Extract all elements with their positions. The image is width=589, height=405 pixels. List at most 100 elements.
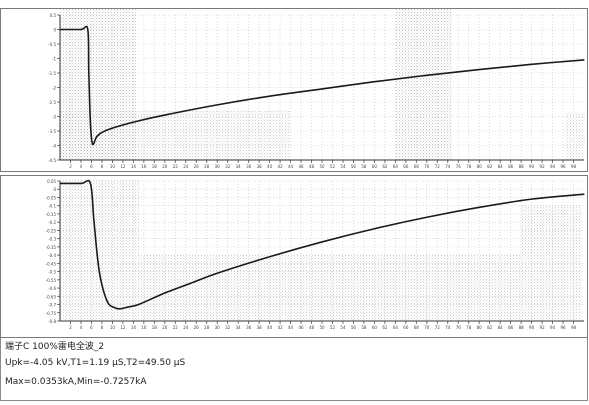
x-tick-label: 32: [225, 164, 231, 169]
x-tick-label: 64: [393, 164, 399, 169]
data-point: [80, 28, 82, 31]
y-tick-label: -0.1: [48, 204, 56, 209]
x-tick-label: 18: [152, 325, 158, 330]
y-tick-label: -0.65: [46, 294, 57, 299]
x-tick-label: 30: [215, 164, 221, 169]
x-tick-label: 50: [319, 325, 325, 330]
data-point: [531, 198, 533, 200]
y-tick-label: -0.35: [46, 245, 57, 250]
x-tick-label: 54: [340, 325, 346, 330]
x-tick-label: 96: [560, 325, 566, 330]
x-tick-label: 82: [487, 164, 493, 169]
x-tick-label: 54: [340, 164, 346, 169]
y-tick-label: -0.05: [46, 195, 57, 200]
x-tick-label: 12: [120, 325, 126, 330]
x-tick-label: 28: [204, 164, 210, 169]
top-chart-speckle: [60, 8, 585, 160]
data-point: [101, 131, 103, 134]
y-tick-label: -0.7: [48, 303, 56, 308]
data-point: [59, 28, 61, 31]
x-tick-label: 38: [257, 164, 263, 169]
x-tick-label: 68: [414, 164, 420, 169]
data-point: [216, 272, 218, 274]
x-tick-label: 22: [173, 164, 179, 169]
y-tick-label: 0.05: [47, 179, 56, 184]
waveform-charts: 0.50-0.5-1-1.5-2-2.5-3-3.5-4-4.52 4 6 8 10 12…: [0, 8, 588, 338]
x-tick-label: 42: [278, 164, 284, 169]
x-tick-label: 42: [278, 325, 284, 330]
waveform-title: 端子C 100%雷电全波_2: [5, 342, 105, 352]
x-tick-label: 94: [550, 164, 556, 169]
y-tick-label: -0.3: [48, 237, 56, 242]
x-tick-label: 26: [194, 164, 200, 169]
x-tick-label: 10: [110, 325, 116, 330]
x-tick-label: 84: [498, 325, 504, 330]
x-tick-label: 60: [372, 164, 378, 169]
data-point: [164, 114, 166, 116]
y-tick-label: -0.55: [46, 278, 57, 283]
x-tick-label: 36: [246, 325, 252, 330]
x-tick-label: 82: [487, 325, 493, 330]
x-tick-label: 4: [80, 164, 83, 169]
x-tick-label: 58: [361, 325, 367, 330]
x-tick-label: 56: [351, 164, 357, 169]
x-tick-label: 98: [571, 164, 577, 169]
x-tick-label: 8: [101, 325, 104, 330]
x-tick-label: 6: [90, 325, 93, 330]
x-tick-label: 66: [403, 164, 409, 169]
x-tick-label: 86: [508, 164, 514, 169]
x-tick-label: 72: [435, 164, 441, 169]
x-tick-label: 6: [90, 164, 93, 169]
x-tick-label: 48: [309, 325, 315, 330]
x-tick-label: 40: [267, 164, 273, 169]
x-tick-label: 46: [298, 164, 304, 169]
data-point: [138, 120, 140, 122]
x-tick-label: 38: [257, 325, 263, 330]
bottom-chart-speckle: [60, 180, 582, 320]
x-tick-label: 44: [288, 325, 294, 330]
data-point: [89, 121, 91, 123]
data-point: [106, 300, 108, 302]
x-tick-label: 26: [194, 325, 200, 330]
x-tick-label: 12: [120, 164, 126, 169]
x-tick-label: 34: [236, 325, 242, 330]
x-tick-label: 20: [162, 325, 168, 330]
y-tick-label: -0.6: [48, 286, 56, 291]
x-tick-label: 30: [215, 325, 221, 330]
x-tick-label: 16: [141, 164, 147, 169]
x-tick-label: 10: [110, 164, 116, 169]
data-point: [93, 221, 95, 223]
data-point: [190, 282, 192, 284]
y-tick-label: -3: [52, 115, 56, 120]
x-tick-label: 48: [309, 164, 315, 169]
x-tick-label: 72: [435, 325, 441, 330]
x-tick-label: 90: [529, 164, 535, 169]
x-tick-label: 90: [529, 325, 535, 330]
y-tick-label: -1.5: [48, 71, 56, 76]
x-tick-label: 86: [508, 325, 514, 330]
current-extremes: Max=0.0353kA,Min=-0.7257kA: [5, 377, 147, 387]
data-point: [114, 307, 116, 309]
y-tick-label: -2.5: [48, 100, 56, 105]
data-point: [216, 104, 218, 106]
data-point: [583, 59, 585, 61]
x-tick-label: 78: [466, 164, 472, 169]
x-tick-label: 74: [445, 325, 451, 330]
y-tick-label: -4: [52, 144, 56, 149]
x-tick-label: 76: [456, 164, 462, 169]
data-point: [127, 306, 129, 308]
x-tick-label: 60: [372, 325, 378, 330]
x-tick-label: 52: [330, 325, 336, 330]
y-tick-label: 0: [53, 187, 56, 192]
x-tick-label: 84: [498, 164, 504, 169]
x-tick-label: 62: [382, 325, 388, 330]
y-tick-label: 0: [53, 28, 56, 33]
x-tick-label: 14: [131, 164, 137, 169]
x-tick-label: 58: [361, 164, 367, 169]
x-tick-label: 70: [424, 325, 430, 330]
x-tick-label: 18: [152, 164, 158, 169]
top-voltage-chart: 0.50-0.5-1-1.5-2-2.5-3-3.5-4-4.52 4 6 8 10 12…: [48, 13, 585, 169]
data-point: [269, 95, 271, 97]
y-tick-label: -4.5: [48, 158, 56, 163]
data-point: [96, 136, 98, 138]
